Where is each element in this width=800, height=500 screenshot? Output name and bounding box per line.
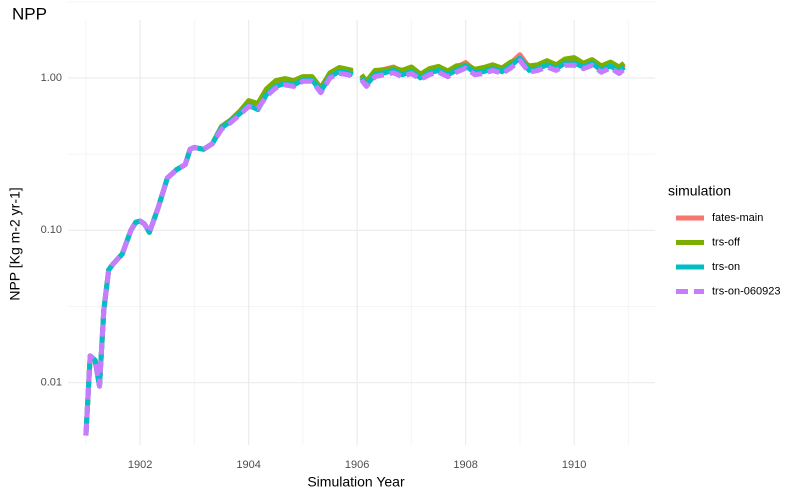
x-tick-label: 1910	[562, 459, 586, 471]
y-tick-label: 1.00	[41, 72, 62, 84]
legend-label: trs-off	[712, 236, 741, 248]
chart-title: NPP	[12, 4, 47, 23]
series-line	[83, 58, 626, 436]
legend-label: trs-on-060923	[712, 285, 781, 297]
x-tick-label: 1908	[453, 459, 477, 471]
x-tick-label: 1902	[128, 459, 152, 471]
x-axis-title: Simulation Year	[307, 474, 405, 490]
series-line	[83, 55, 626, 436]
x-tick-label: 1904	[236, 459, 260, 471]
series-line	[83, 55, 626, 436]
y-tick-label: 0.10	[41, 224, 62, 236]
y-tick-label: 0.01	[41, 377, 62, 389]
y-axis-title: NPP [Kg m-2 yr-1]	[7, 187, 23, 300]
legend-label: trs-on	[712, 261, 740, 273]
legend-label: fates-main	[712, 212, 763, 224]
legend-title: simulation	[668, 183, 731, 199]
x-tick-label: 1906	[345, 459, 369, 471]
series-line	[83, 52, 626, 436]
